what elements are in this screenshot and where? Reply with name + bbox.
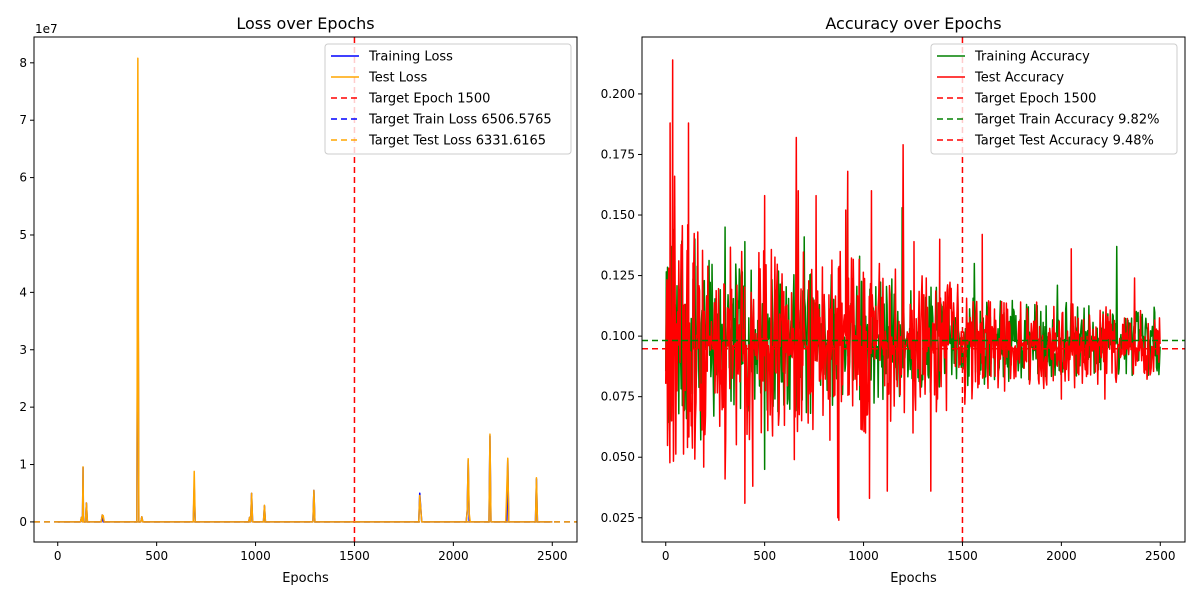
loss-y-offset-label: 1e7 <box>35 22 58 36</box>
loss-legend-label: Test Loss <box>368 71 427 86</box>
accuracy-y-tick-label: 0.150 <box>601 208 635 222</box>
loss-series-training-loss <box>57 194 553 523</box>
accuracy-x-tick-label: 2500 <box>1145 549 1176 563</box>
accuracy-legend-label: Target Epoch 1500 <box>974 92 1096 107</box>
accuracy-x-tick-label: 0 <box>662 549 670 563</box>
accuracy-y-tick-label: 0.125 <box>601 269 635 283</box>
loss-x-tick-label: 0 <box>54 549 62 563</box>
loss-chart: Loss over Epochs 1e7 0 500 1000 1500 2000 250… <box>19 14 578 586</box>
accuracy-y-tick-label: 0.075 <box>601 390 635 404</box>
loss-x-tick-label: 2500 <box>537 549 568 563</box>
accuracy-series-test-accuracy <box>664 59 1161 521</box>
loss-y-tick-label: 3 <box>19 343 27 357</box>
accuracy-x-tick-label: 1500 <box>947 549 978 563</box>
accuracy-legend-label: Test Accuracy <box>974 71 1064 86</box>
accuracy-x-tick-label: 500 <box>753 549 776 563</box>
loss-plot-area: 0 500 1000 1500 2000 2500 0 1 2 3 4 5 6 7 8 <box>19 36 578 563</box>
loss-x-tick-label: 1000 <box>240 549 271 563</box>
loss-y-tick-label: 2 <box>19 400 27 414</box>
loss-legend-label: Target Test Loss 6331.6165 <box>368 134 546 149</box>
loss-x-tick-label: 1500 <box>339 549 370 563</box>
loss-x-tick-label: 2000 <box>438 549 469 563</box>
accuracy-x-tick-label: 2000 <box>1046 549 1077 563</box>
accuracy-y-tick-label: 0.025 <box>601 511 635 525</box>
loss-y-tick-label: 8 <box>19 56 27 70</box>
accuracy-plot-area: 0 500 1000 1500 2000 2500 0.025 0.050 0.075 0.100… <box>601 36 1186 563</box>
loss-y-tick-label: 6 <box>19 171 27 185</box>
accuracy-x-axis-label: Epochs <box>890 571 937 586</box>
loss-legend-label: Target Train Loss 6506.5765 <box>368 113 552 128</box>
loss-y-tick-label: 0 <box>19 515 27 529</box>
accuracy-x-tick-label: 1000 <box>848 549 879 563</box>
accuracy-legend-box <box>930 43 1178 155</box>
loss-legend: Training Loss Test Loss Target Epoch 1500 T… <box>324 43 572 155</box>
loss-x-axis-label: Epochs <box>282 571 329 586</box>
accuracy-legend: Training Accuracy Test Accuracy Target Epo… <box>930 43 1178 155</box>
loss-legend-label: Target Epoch 1500 <box>368 92 490 107</box>
accuracy-y-tick-label: 0.050 <box>601 450 635 464</box>
loss-y-tick-label: 5 <box>19 228 27 242</box>
loss-y-tick-label: 7 <box>19 113 27 127</box>
loss-legend-label: Training Loss <box>368 50 453 65</box>
loss-legend-box <box>324 43 572 155</box>
accuracy-y-tick-label: 0.175 <box>601 147 635 161</box>
loss-chart-title: Loss over Epochs <box>236 14 374 33</box>
loss-y-tick-label: 1 <box>19 458 27 472</box>
accuracy-chart: Accuracy over Epochs 0 500 1000 1500 2000 250… <box>601 14 1186 586</box>
accuracy-chart-title: Accuracy over Epochs <box>825 14 1001 33</box>
loss-y-tick-label: 4 <box>19 285 27 299</box>
accuracy-axes-frame <box>641 36 1186 543</box>
accuracy-y-tick-label: 0.200 <box>601 87 635 101</box>
accuracy-y-tick-label: 0.100 <box>601 329 635 343</box>
accuracy-legend-label: Target Test Accuracy 9.48% <box>974 134 1154 149</box>
accuracy-legend-label: Target Train Accuracy 9.82% <box>974 113 1159 128</box>
accuracy-legend-label: Training Accuracy <box>974 50 1090 65</box>
loss-x-tick-label: 500 <box>145 549 168 563</box>
loss-axes-frame <box>33 36 578 543</box>
